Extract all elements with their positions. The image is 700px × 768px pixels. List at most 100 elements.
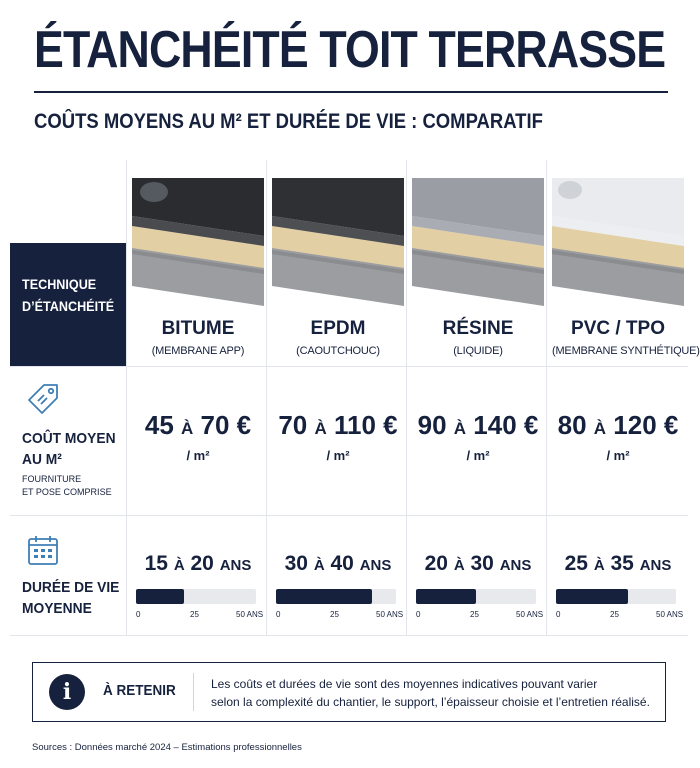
product-subtitle: (CAOUTCHOUC) (296, 345, 380, 357)
cost-max: 140 € (473, 410, 539, 440)
product-subtitle: (MEMBRANE APP) (151, 345, 245, 357)
cost-unit: / m² (326, 448, 350, 463)
lifespan-bar (416, 589, 536, 604)
info-divider (193, 673, 194, 711)
lifespan-value: 25 À 35 ANS (552, 552, 684, 576)
lifespan-value: 30 À 40 ANS (272, 552, 404, 576)
cost-max: 110 € (334, 410, 398, 440)
years-unit: ANS (499, 557, 532, 574)
cost-max: 120 € (613, 410, 679, 440)
scale-tick: 25 (610, 610, 619, 619)
life-max: 40 (330, 552, 354, 575)
cost-max: 70 € (200, 410, 252, 440)
life-min: 15 (144, 552, 168, 575)
title-divider (34, 91, 668, 93)
cost-note-line2: ET POSE COMPRISE (22, 487, 112, 498)
row-divider (10, 366, 688, 367)
range-separator: À (181, 419, 194, 438)
scale-tick: 25 (470, 610, 479, 619)
scale-tick: 50 ANS (236, 610, 264, 619)
range-separator: À (173, 557, 185, 574)
cost-min: 90 (417, 410, 447, 440)
info-text-line2: selon la complexité du chantier, le supp… (211, 695, 650, 709)
info-text: Les coûts et durées de vie sont des moye… (211, 675, 650, 711)
product-name: PVC / TPO (571, 318, 665, 339)
product-image (552, 178, 684, 306)
technique-header: TECHNIQUE D’ÉTANCHÉITÉ (10, 243, 126, 366)
cost-label-line2: AU M² (22, 451, 62, 468)
lifespan-bar (556, 589, 676, 604)
scale-tick: 0 (136, 610, 141, 619)
cost-unit: / m² (606, 448, 630, 463)
cost-min: 80 (557, 410, 587, 440)
life-max: 30 (470, 552, 494, 575)
cost-value: 90 À 140 € (412, 410, 544, 441)
life-label-line1: DURÉE DE VIE (22, 579, 120, 596)
cost-note-line1: FOURNITURE (22, 474, 82, 485)
info-icon: i (49, 674, 85, 710)
lifespan-value: 20 À 30 ANS (412, 552, 544, 576)
info-label: À RETENIR (103, 682, 176, 699)
info-text-line1: Les coûts et durées de vie sont des moye… (211, 677, 598, 691)
years-unit: ANS (359, 557, 392, 574)
cost-value: 45 À 70 € (132, 410, 264, 441)
row-divider (10, 635, 688, 636)
info-box: i À RETENIR Les coûts et durées de vie s… (32, 662, 666, 722)
life-min: 25 (564, 552, 588, 575)
lifespan-bar-fill (276, 589, 372, 604)
cost-value: 70 À 110 € (272, 410, 404, 441)
lifespan-value: 15 À 20 ANS (132, 552, 264, 576)
price-tag-icon (26, 382, 60, 416)
product-name: RÉSINE (442, 318, 514, 339)
product-name: EPDM (310, 318, 366, 339)
cost-min: 45 (144, 410, 174, 440)
range-separator: À (314, 419, 327, 438)
page-title: ÉTANCHÉITÉ TOIT TERRASSE (34, 21, 666, 79)
scale-tick: 0 (276, 610, 281, 619)
scale-tick: 50 ANS (516, 610, 544, 619)
life-min: 20 (424, 552, 448, 575)
column-divider (266, 160, 267, 635)
scale-tick: 0 (416, 610, 421, 619)
calendar-icon (26, 533, 60, 567)
column-divider (126, 160, 127, 635)
product-name: BITUME (161, 318, 235, 339)
range-separator: À (593, 419, 607, 438)
cost-row-label: COÛT MOYEN AU M² FOURNITURE ET POSE COMP… (22, 428, 124, 499)
lifespan-bar-fill (416, 589, 476, 604)
range-separator: À (453, 557, 465, 574)
scale-tick: 25 (190, 610, 199, 619)
life-max: 20 (190, 552, 214, 575)
product-image (132, 178, 264, 306)
life-min: 30 (284, 552, 308, 575)
years-unit: ANS (219, 557, 252, 574)
lifespan-bar-fill (556, 589, 628, 604)
life-label-line2: MOYENNE (22, 600, 92, 617)
lifespan-bar (136, 589, 256, 604)
cost-unit: / m² (186, 448, 210, 463)
scale-tick: 0 (556, 610, 561, 619)
life-max: 35 (610, 552, 634, 575)
lifespan-bar (276, 589, 396, 604)
range-separator: À (453, 419, 467, 438)
years-unit: ANS (639, 557, 672, 574)
column-divider (406, 160, 407, 635)
cost-unit: / m² (466, 448, 490, 463)
page-subtitle: COÛTS MOYENS AU M² ET DURÉE DE VIE : COM… (34, 110, 543, 133)
cost-label-line1: COÛT MOYEN (22, 430, 116, 447)
cost-value: 80 À 120 € (552, 410, 684, 441)
product-image (272, 178, 404, 306)
scale-tick: 25 (330, 610, 339, 619)
scale-tick: 50 ANS (656, 610, 684, 619)
range-separator: À (593, 557, 605, 574)
row-divider (10, 515, 688, 516)
life-row-label: DURÉE DE VIE MOYENNE (22, 577, 128, 619)
sources-note: Sources : Données marché 2024 – Estimati… (32, 742, 302, 753)
cost-min: 70 (278, 410, 308, 440)
product-image (412, 178, 544, 306)
range-separator: À (313, 557, 325, 574)
product-subtitle: (LIQUIDE) (453, 345, 503, 357)
technique-header-label: TECHNIQUE D’ÉTANCHÉITÉ (22, 276, 115, 314)
lifespan-bar-fill (136, 589, 184, 604)
column-divider (546, 160, 547, 635)
